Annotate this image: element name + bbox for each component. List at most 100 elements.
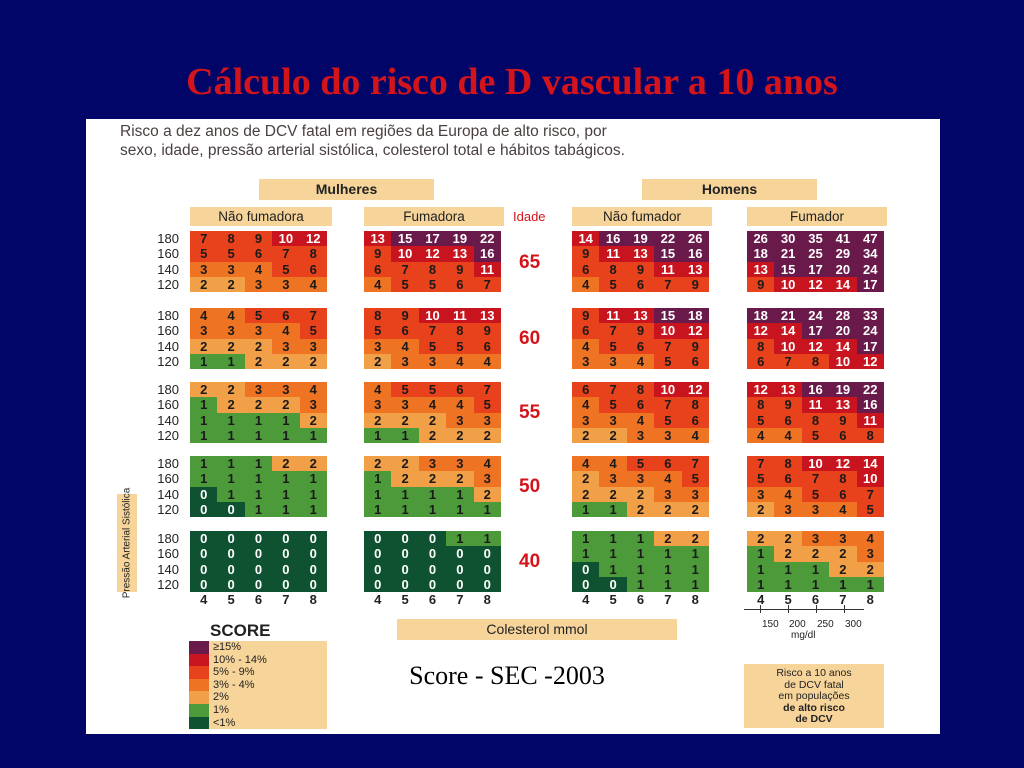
risk-cell: 2 — [217, 276, 245, 292]
risk-cell: 47 — [856, 231, 884, 247]
risk-cell: 0 — [364, 561, 392, 577]
bp-label: 140 — [157, 561, 179, 577]
risk-cell: 4 — [572, 276, 600, 292]
risk-cell: 1 — [190, 471, 218, 487]
risk-cell: 13 — [747, 261, 775, 277]
legend-item: 1% — [189, 703, 327, 717]
risk-cell: 4 — [190, 308, 218, 324]
risk-cell: 13 — [364, 231, 392, 247]
bp-label: 120 — [157, 576, 179, 592]
cholesterol-tick-label: 7 — [839, 592, 847, 607]
risk-cell: 3 — [473, 471, 501, 487]
legend-swatch — [189, 691, 209, 704]
risk-cell: 1 — [626, 531, 655, 547]
legend-label: 10% - 14% — [209, 653, 327, 667]
risk-cell: 4 — [681, 427, 709, 443]
risk-cell: 8 — [418, 261, 447, 277]
risk-cell: 17 — [801, 323, 830, 339]
risk-cell: 14 — [856, 456, 884, 472]
risk-cell: 9 — [681, 276, 709, 292]
risk-cell: 0 — [299, 531, 327, 547]
risk-cell: 17 — [418, 231, 447, 247]
risk-cell: 2 — [626, 486, 655, 502]
risk-cell: 2 — [856, 561, 884, 577]
figure-caption: Score - SEC -2003 — [409, 661, 605, 690]
bp-label: 120 — [157, 501, 179, 517]
risk-cell: 21 — [774, 308, 802, 324]
risk-cell: 1 — [244, 412, 273, 428]
risk-cell: 3 — [244, 276, 273, 292]
risk-cell: 2 — [217, 382, 245, 398]
risk-cell: 3 — [654, 427, 682, 443]
risk-cell: 5 — [599, 338, 627, 354]
risk-cell: 0 — [418, 531, 447, 547]
legend-label: <1% — [209, 716, 327, 730]
risk-description-box: Risco a 10 anos de DCV fatal em populaçõ… — [744, 664, 884, 728]
risk-grid: 26 30 35 41 47 18 21 25 29 34 13 15 17 20 24 9 10 12 14 17 — [747, 231, 884, 292]
risk-cell: 7 — [599, 323, 627, 339]
risk-cell: 12 — [801, 276, 830, 292]
risk-cell: 2 — [801, 546, 830, 562]
risk-cell: 1 — [446, 486, 474, 502]
risk-cell: 4 — [364, 276, 392, 292]
risk-cell: 5 — [391, 276, 419, 292]
risk-cell: 0 — [446, 561, 474, 577]
risk-cell: 0 — [418, 576, 447, 592]
risk-cell: 22 — [473, 231, 501, 247]
risk-cell: 2 — [473, 486, 501, 502]
risk-cell: 1 — [446, 501, 474, 517]
risk-cell: 11 — [801, 397, 830, 413]
risk-cell: 0 — [364, 546, 392, 562]
risk-cell: 0 — [244, 531, 273, 547]
mgdl-value: 150 — [762, 619, 779, 630]
risk-cell: 0 — [418, 561, 447, 577]
risk-cell: 2 — [572, 471, 600, 487]
risk-cell: 0 — [418, 546, 447, 562]
risk-cell: 1 — [572, 501, 600, 517]
risk-cell: 1 — [272, 501, 300, 517]
risk-cell: 1 — [364, 486, 392, 502]
bp-label: 160 — [157, 323, 179, 339]
risk-cell: 4 — [217, 308, 245, 324]
risk-cell: 2 — [446, 427, 474, 443]
risk-cell: 8 — [829, 471, 857, 487]
risk-cell: 7 — [654, 276, 682, 292]
risk-grid: 12 13 16 19 22 8 9 11 13 16 5 6 8 9 11 4 4 5 6 8 — [747, 382, 884, 443]
risk-cell: 4 — [774, 486, 802, 502]
age-label: 50 — [519, 476, 541, 497]
cholesterol-tick-label: 4 — [200, 592, 208, 607]
risk-cell: 5 — [446, 338, 474, 354]
risk-cell: 4 — [299, 382, 327, 398]
description-line-2: sexo, idade, pressão arterial sistólica,… — [120, 142, 625, 159]
risk-cell: 3 — [599, 412, 627, 428]
risk-cell: 8 — [747, 338, 775, 354]
risk-cell: 3 — [856, 546, 884, 562]
cholesterol-tick-label: 8 — [309, 592, 317, 607]
risk-cell: 10 — [774, 338, 802, 354]
risk-cell: 5 — [364, 323, 392, 339]
risk-cell: 0 — [244, 546, 273, 562]
risk-cell: 7 — [856, 486, 884, 502]
bp-label: 160 — [157, 471, 179, 487]
risk-cell: 1 — [654, 561, 682, 577]
risk-cell: 6 — [299, 261, 327, 277]
risk-cell: 2 — [473, 427, 501, 443]
risk-cell: 19 — [829, 382, 857, 398]
risk-cell: 8 — [364, 308, 392, 324]
risk-cell: 6 — [626, 338, 655, 354]
risk-cell: 4 — [473, 353, 501, 369]
risk-grid: 8 9 10 11 13 5 6 7 8 9 3 4 5 5 6 2 3 3 4 4 — [364, 308, 501, 369]
cholesterol-tick-label: 4 — [374, 592, 382, 607]
risk-cell: 34 — [856, 246, 884, 262]
risk-cell: 2 — [190, 382, 218, 398]
risk-cell: 1 — [272, 471, 300, 487]
risk-cell: 0 — [272, 561, 300, 577]
risk-cell: 0 — [299, 546, 327, 562]
risk-cell: 2 — [190, 276, 218, 292]
risk-cell: 9 — [572, 246, 600, 262]
risk-cell: 1 — [599, 561, 627, 577]
risk-cell: 1 — [747, 546, 775, 562]
risk-cell: 6 — [572, 323, 600, 339]
risk-cell: 4 — [446, 353, 474, 369]
risk-grid: 14 16 19 22 26 9 11 13 15 16 6 8 9 11 13 4 5 6 7 9 — [572, 231, 709, 292]
